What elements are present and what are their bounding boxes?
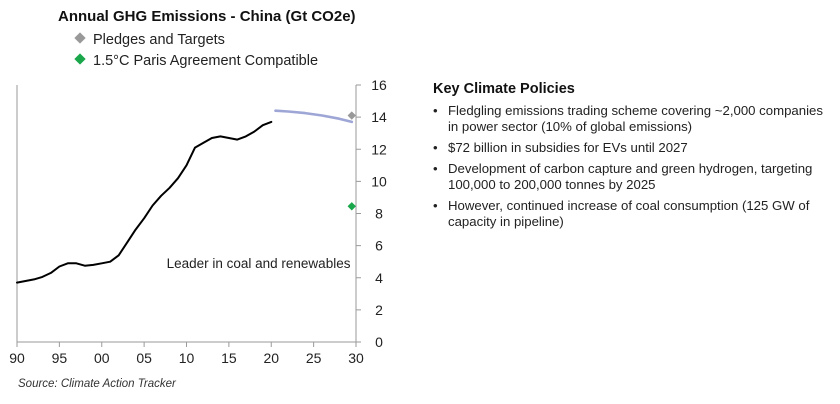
chart-plot-area: Leader in coal and renewables — [16, 109, 356, 284]
chart-annotation: Leader in coal and renewables — [167, 256, 351, 271]
pledges-targets-marker — [347, 111, 356, 120]
legend-pledges-label: Pledges and Targets — [93, 32, 225, 48]
legend-paris-label: 1.5°C Paris Agreement Compatible — [93, 53, 319, 69]
x-tick-label: 00 — [94, 350, 110, 366]
paris-compatible-marker — [347, 202, 356, 211]
chart-axes: 0 2 4 6 8 10 12 14 16 90 95 00 05 10 15 20 25 30 — [9, 77, 387, 366]
source-note: Source: Climate Action Tracker — [18, 378, 176, 390]
x-tick-label: 10 — [179, 350, 195, 366]
historical-emissions-line — [16, 120, 273, 284]
legend-item-pledges: Pledges and Targets — [74, 32, 225, 48]
x-tick-label: 30 — [348, 350, 364, 366]
x-tick-label: 20 — [263, 350, 279, 366]
y-tick-label: 4 — [375, 270, 383, 286]
emissions-chart: 0 2 4 6 8 10 12 14 16 90 95 00 05 10 15 20 25 30 Leader i… — [9, 77, 387, 366]
key-policies-panel: Key Climate Policies Fledgling emissions… — [433, 81, 833, 235]
chart-title: Annual GHG Emissions - China (Gt CO2e) — [58, 8, 356, 25]
y-tick-label: 14 — [371, 109, 387, 125]
legend-item-paris: 1.5°C Paris Agreement Compatible — [74, 53, 319, 69]
x-tick-label: 90 — [9, 350, 25, 366]
x-tick-label: 25 — [306, 350, 322, 366]
policies-heading: Key Climate Policies — [433, 81, 575, 97]
x-tick-label: 05 — [136, 350, 152, 366]
policy-item: Fledgling emissions trading scheme cover… — [433, 103, 833, 135]
y-tick-label: 16 — [371, 77, 387, 93]
y-tick-label: 8 — [375, 206, 383, 222]
projected-emissions-line — [274, 109, 354, 124]
policy-item: However, continued increase of coal cons… — [433, 198, 833, 230]
policy-item: Development of carbon capture and green … — [433, 161, 833, 193]
x-tick-label: 95 — [52, 350, 68, 366]
y-tick-label: 10 — [371, 173, 387, 189]
x-tick-label: 15 — [221, 350, 237, 366]
policy-item: $72 billion in subsidies for EVs until 2… — [433, 140, 833, 156]
y-tick-label: 6 — [375, 238, 383, 254]
policies-list: Fledgling emissions trading scheme cover… — [433, 103, 833, 230]
y-tick-label: 0 — [375, 334, 383, 350]
y-tick-label: 12 — [371, 141, 387, 157]
y-tick-label: 2 — [375, 302, 383, 318]
